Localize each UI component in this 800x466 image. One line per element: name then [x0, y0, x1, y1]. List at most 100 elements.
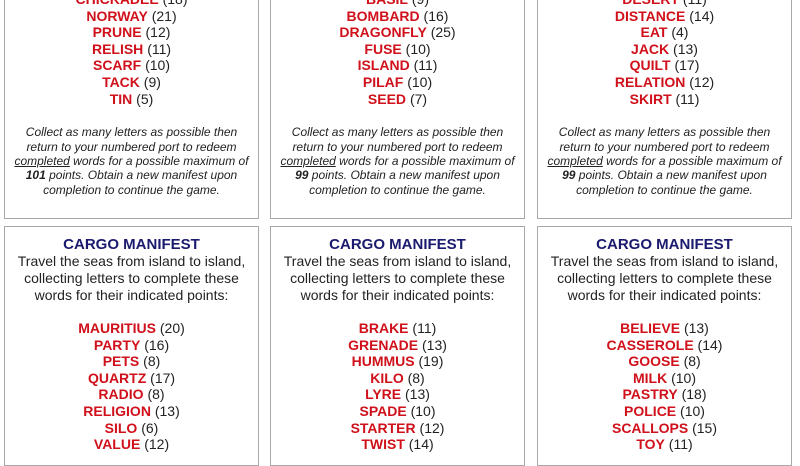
word-item: EAT (4)	[538, 24, 791, 41]
word: RELISH	[91, 40, 144, 57]
note-underlined: completed	[14, 153, 70, 168]
card-intro: Travel the seas from island to island, c…	[17, 253, 246, 303]
word-item: BOMBARD (16)	[271, 8, 524, 25]
word: RADIO	[98, 386, 144, 403]
word: QUARTZ	[87, 369, 147, 386]
word-points: (4)	[671, 24, 689, 41]
word: GRENADE	[348, 336, 419, 353]
word-list: CHICKADEE (18)NORWAY (21)PRUNE (12)RELIS…	[5, 0, 258, 107]
word: CASSEROLE	[606, 336, 694, 353]
word: RELIGION	[83, 402, 151, 419]
card-title: CARGO MANIFEST	[329, 236, 466, 253]
word-item: BRAKE (11)	[271, 320, 524, 337]
manifest-card: CHICKADEE (18)NORWAY (21)PRUNE (12)RELIS…	[4, 0, 259, 219]
word-points: (11)	[413, 57, 438, 74]
word: SCARF	[92, 57, 142, 74]
word-points: (10)	[405, 40, 431, 57]
word-points: (11)	[147, 40, 172, 57]
word-points: (11)	[683, 0, 707, 7]
word-item: SILO (6)	[5, 420, 258, 437]
note-underlined: completed	[280, 153, 336, 168]
note-text: words for a possible maximum of	[602, 153, 782, 168]
word-points: (11)	[668, 436, 693, 453]
word-item: SKIRT (11)	[538, 91, 791, 108]
word-points: (11)	[675, 90, 700, 107]
word: SKIRT	[629, 90, 672, 107]
word: RELATION	[614, 73, 686, 90]
word: MILK	[632, 369, 668, 386]
word-item: FUSE (10)	[271, 41, 524, 58]
word: VALUE	[93, 436, 141, 453]
word-points: (17)	[674, 57, 700, 74]
word: SILO	[104, 419, 138, 436]
word-list: BASIL (9)BOMBARD (16)DRAGONFLY (25)FUSE …	[271, 0, 524, 107]
word-item: DISTANCE (14)	[538, 8, 791, 25]
word: PILAF	[362, 73, 404, 90]
word: CHICKADEE	[75, 0, 158, 7]
note-underlined: completed	[547, 153, 603, 168]
word-list: MAURITIUS (20) PARTY (16) PETS (8) QUARTZ (…	[5, 320, 258, 453]
word-item: HUMMUS (19)	[271, 353, 524, 370]
word-item: TWIST (14)	[271, 436, 524, 453]
word-points: (11)	[412, 320, 437, 336]
instructions: Collect as many letters as possible then…	[13, 125, 250, 197]
word: TIN	[109, 90, 133, 107]
word-item: QUARTZ (17)	[5, 370, 258, 387]
word-points: (25)	[430, 24, 456, 41]
note-text: Collect as many letters as possible then…	[25, 125, 238, 154]
word-points: (12)	[145, 24, 171, 41]
word-item: PETS (8)	[5, 353, 258, 370]
word-item: PASTRY (18)	[538, 386, 791, 403]
word-points: (13)	[683, 320, 709, 336]
word-points: (12)	[144, 436, 170, 453]
word: STARTER	[350, 419, 416, 436]
word-item: PRUNE (12)	[5, 24, 258, 41]
word-item: RELISH (11)	[5, 41, 258, 58]
word-points: (21)	[151, 7, 177, 24]
word-points: (14)	[689, 7, 715, 24]
word-list: DESERT (11)DISTANCE (14)EAT (4)JACK (13)…	[538, 0, 791, 107]
word-points: (13)	[673, 40, 698, 57]
word-points: (10)	[145, 57, 171, 74]
word: DRAGONFLY	[339, 24, 427, 41]
word: TOY	[636, 436, 665, 453]
word-points: (19)	[418, 353, 444, 370]
word-points: (14)	[697, 336, 723, 353]
word: DESERT	[622, 0, 679, 7]
word-points: (8)	[143, 353, 161, 370]
note-text: words for a possible maximum of	[335, 153, 515, 168]
word-item: BELIEVE (13)	[538, 320, 791, 337]
word-item: DESERT (11)	[538, 0, 791, 8]
word-item: SEED (7)	[271, 91, 524, 108]
word-item: NORWAY (21)	[5, 8, 258, 25]
word-points: (8)	[407, 369, 425, 386]
word-points: (9)	[143, 73, 161, 90]
word: NORWAY	[86, 7, 148, 24]
word: BOMBARD	[346, 7, 420, 24]
word-points: (18)	[681, 386, 707, 403]
word: HUMMUS	[351, 353, 415, 370]
word-points: (16)	[423, 7, 449, 24]
word-points: (20)	[159, 320, 185, 336]
word-points: (10)	[410, 402, 436, 419]
note-text: points. Obtain a new manifest upon compl…	[575, 168, 767, 197]
max-points: 99	[295, 168, 309, 183]
word-points: (13)	[405, 386, 430, 403]
word-item: RELATION (12)	[538, 74, 791, 91]
word: SEED	[367, 90, 407, 107]
word: MAURITIUS	[78, 320, 156, 336]
word: ISLAND	[357, 57, 410, 74]
max-points: 101	[25, 168, 46, 183]
word-item: PARTY (16)	[5, 337, 258, 354]
word-item: RADIO (8)	[5, 386, 258, 403]
instructions: Collect as many letters as possible then…	[279, 125, 516, 197]
word-item: GOOSE (8)	[538, 353, 791, 370]
word-item: PILAF (10)	[271, 74, 524, 91]
word-points: (8)	[147, 386, 165, 403]
word-points: (9)	[412, 0, 429, 7]
word-points: (10)	[680, 402, 705, 419]
manifest-card: CARGO MANIFEST Travel the seas from islan…	[537, 226, 792, 466]
word-list: BELIEVE (13) CASSEROLE (14) GOOSE (8) MILK …	[538, 320, 791, 453]
word: POLICE	[624, 402, 677, 419]
word-item: KILO (8)	[271, 370, 524, 387]
